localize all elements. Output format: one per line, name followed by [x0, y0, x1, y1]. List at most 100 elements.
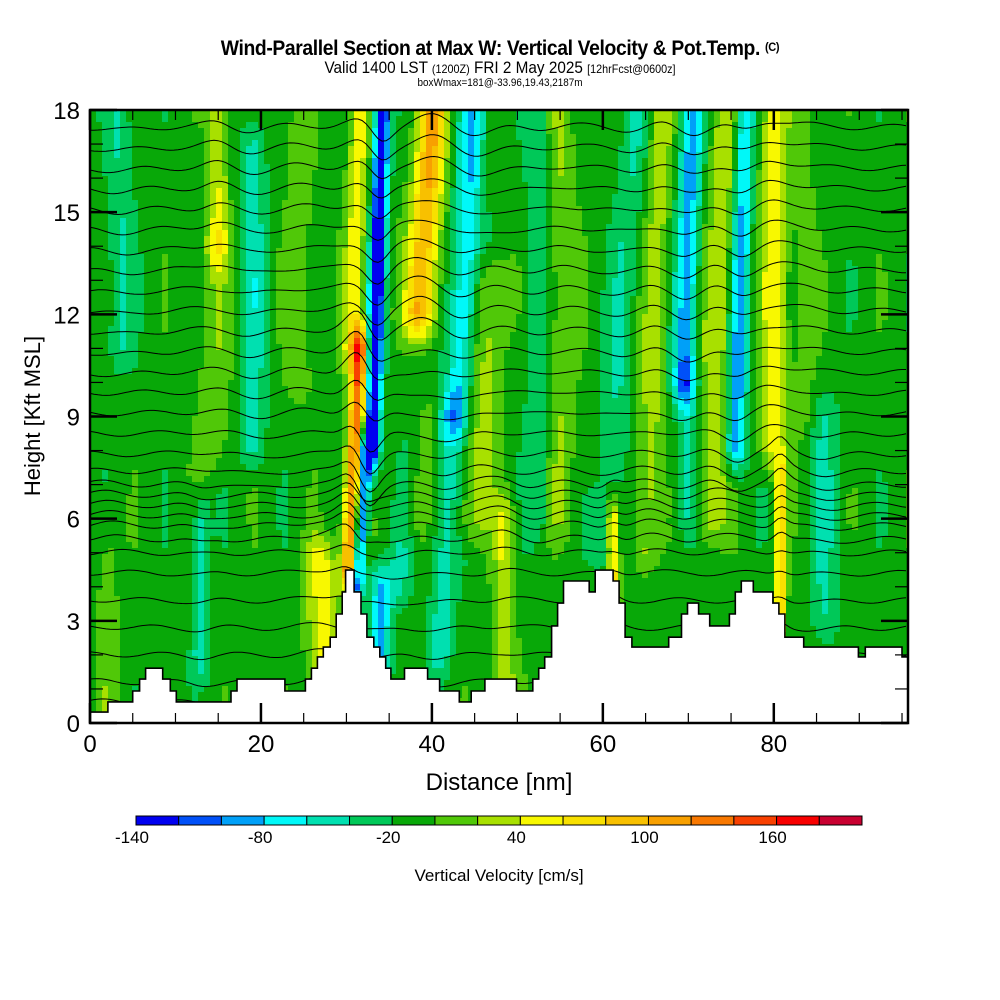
field-cell — [318, 476, 324, 482]
field-cell — [102, 656, 108, 662]
field-cell — [180, 644, 186, 650]
field-cell — [240, 416, 246, 422]
field-cell — [312, 614, 318, 620]
field-cell — [198, 368, 204, 374]
field-cell — [276, 674, 282, 680]
field-cell — [186, 584, 192, 590]
field-cell — [360, 134, 366, 140]
field-cell — [162, 290, 168, 296]
field-cell — [336, 464, 342, 470]
field-cell — [168, 368, 174, 374]
field-cell — [204, 440, 210, 446]
field-cell — [90, 476, 96, 482]
field-cell — [306, 512, 312, 518]
field-cell — [342, 188, 348, 194]
field-cell — [198, 332, 204, 338]
field-cell — [336, 290, 342, 296]
field-cell — [204, 488, 210, 494]
field-cell — [318, 536, 324, 542]
field-cell — [108, 284, 114, 290]
field-cell — [342, 266, 348, 272]
field-cell — [276, 260, 282, 266]
field-cell — [252, 134, 258, 140]
field-cell — [336, 140, 342, 146]
field-cell — [138, 560, 144, 566]
field-cell — [192, 332, 198, 338]
field-cell — [282, 458, 288, 464]
field-cell — [174, 314, 180, 320]
field-cell — [360, 602, 366, 608]
field-cell — [246, 416, 252, 422]
field-cell — [150, 368, 156, 374]
field-cell — [234, 524, 240, 530]
field-cell — [282, 608, 288, 614]
field-cell — [222, 284, 228, 290]
field-cell — [198, 386, 204, 392]
field-cell — [234, 452, 240, 458]
field-cell — [222, 620, 228, 626]
field-cell — [240, 326, 246, 332]
field-cell — [120, 218, 126, 224]
field-cell — [144, 158, 150, 164]
field-cell — [372, 212, 378, 218]
field-cell — [258, 338, 264, 344]
field-cell — [222, 458, 228, 464]
field-cell — [108, 644, 114, 650]
field-cell — [144, 164, 150, 170]
field-cell — [90, 650, 96, 656]
field-cell — [348, 266, 354, 272]
field-cell — [108, 602, 114, 608]
field-cell — [144, 110, 150, 116]
field-cell — [120, 416, 126, 422]
field-cell — [270, 626, 276, 632]
field-cell — [246, 386, 252, 392]
field-cell — [312, 188, 318, 194]
field-cell — [246, 626, 252, 632]
field-cell — [252, 326, 258, 332]
field-cell — [102, 578, 108, 584]
field-cell — [120, 374, 126, 380]
field-cell — [240, 614, 246, 620]
field-cell — [114, 494, 120, 500]
field-cell — [138, 458, 144, 464]
field-cell — [156, 476, 162, 482]
field-cell — [306, 488, 312, 494]
field-cell — [324, 140, 330, 146]
field-cell — [198, 698, 204, 704]
field-cell — [96, 566, 102, 572]
field-cell — [168, 290, 174, 296]
field-cell — [294, 344, 300, 350]
field-cell — [186, 338, 192, 344]
field-cell — [276, 512, 282, 518]
field-cell — [330, 590, 336, 596]
field-cell — [342, 464, 348, 470]
field-cell — [240, 386, 246, 392]
field-cell — [174, 134, 180, 140]
field-cell — [312, 494, 318, 500]
field-cell — [96, 284, 102, 290]
field-cell — [114, 692, 120, 698]
field-cell — [288, 554, 294, 560]
field-cell — [294, 368, 300, 374]
field-cell — [228, 620, 234, 626]
field-cell — [288, 512, 294, 518]
field-cell — [372, 440, 378, 446]
field-cell — [168, 344, 174, 350]
field-cell — [258, 368, 264, 374]
field-cell — [180, 152, 186, 158]
field-cell — [306, 632, 312, 638]
field-cell — [186, 656, 192, 662]
field-cell — [288, 152, 294, 158]
field-cell — [192, 464, 198, 470]
field-cell — [288, 626, 294, 632]
field-cell — [210, 644, 216, 650]
field-cell — [102, 128, 108, 134]
field-cell — [174, 146, 180, 152]
field-cell — [288, 158, 294, 164]
field-cell — [348, 320, 354, 326]
field-cell — [246, 110, 252, 116]
field-cell — [156, 314, 162, 320]
field-cell — [246, 170, 252, 176]
field-cell — [174, 320, 180, 326]
field-cell — [108, 446, 114, 452]
